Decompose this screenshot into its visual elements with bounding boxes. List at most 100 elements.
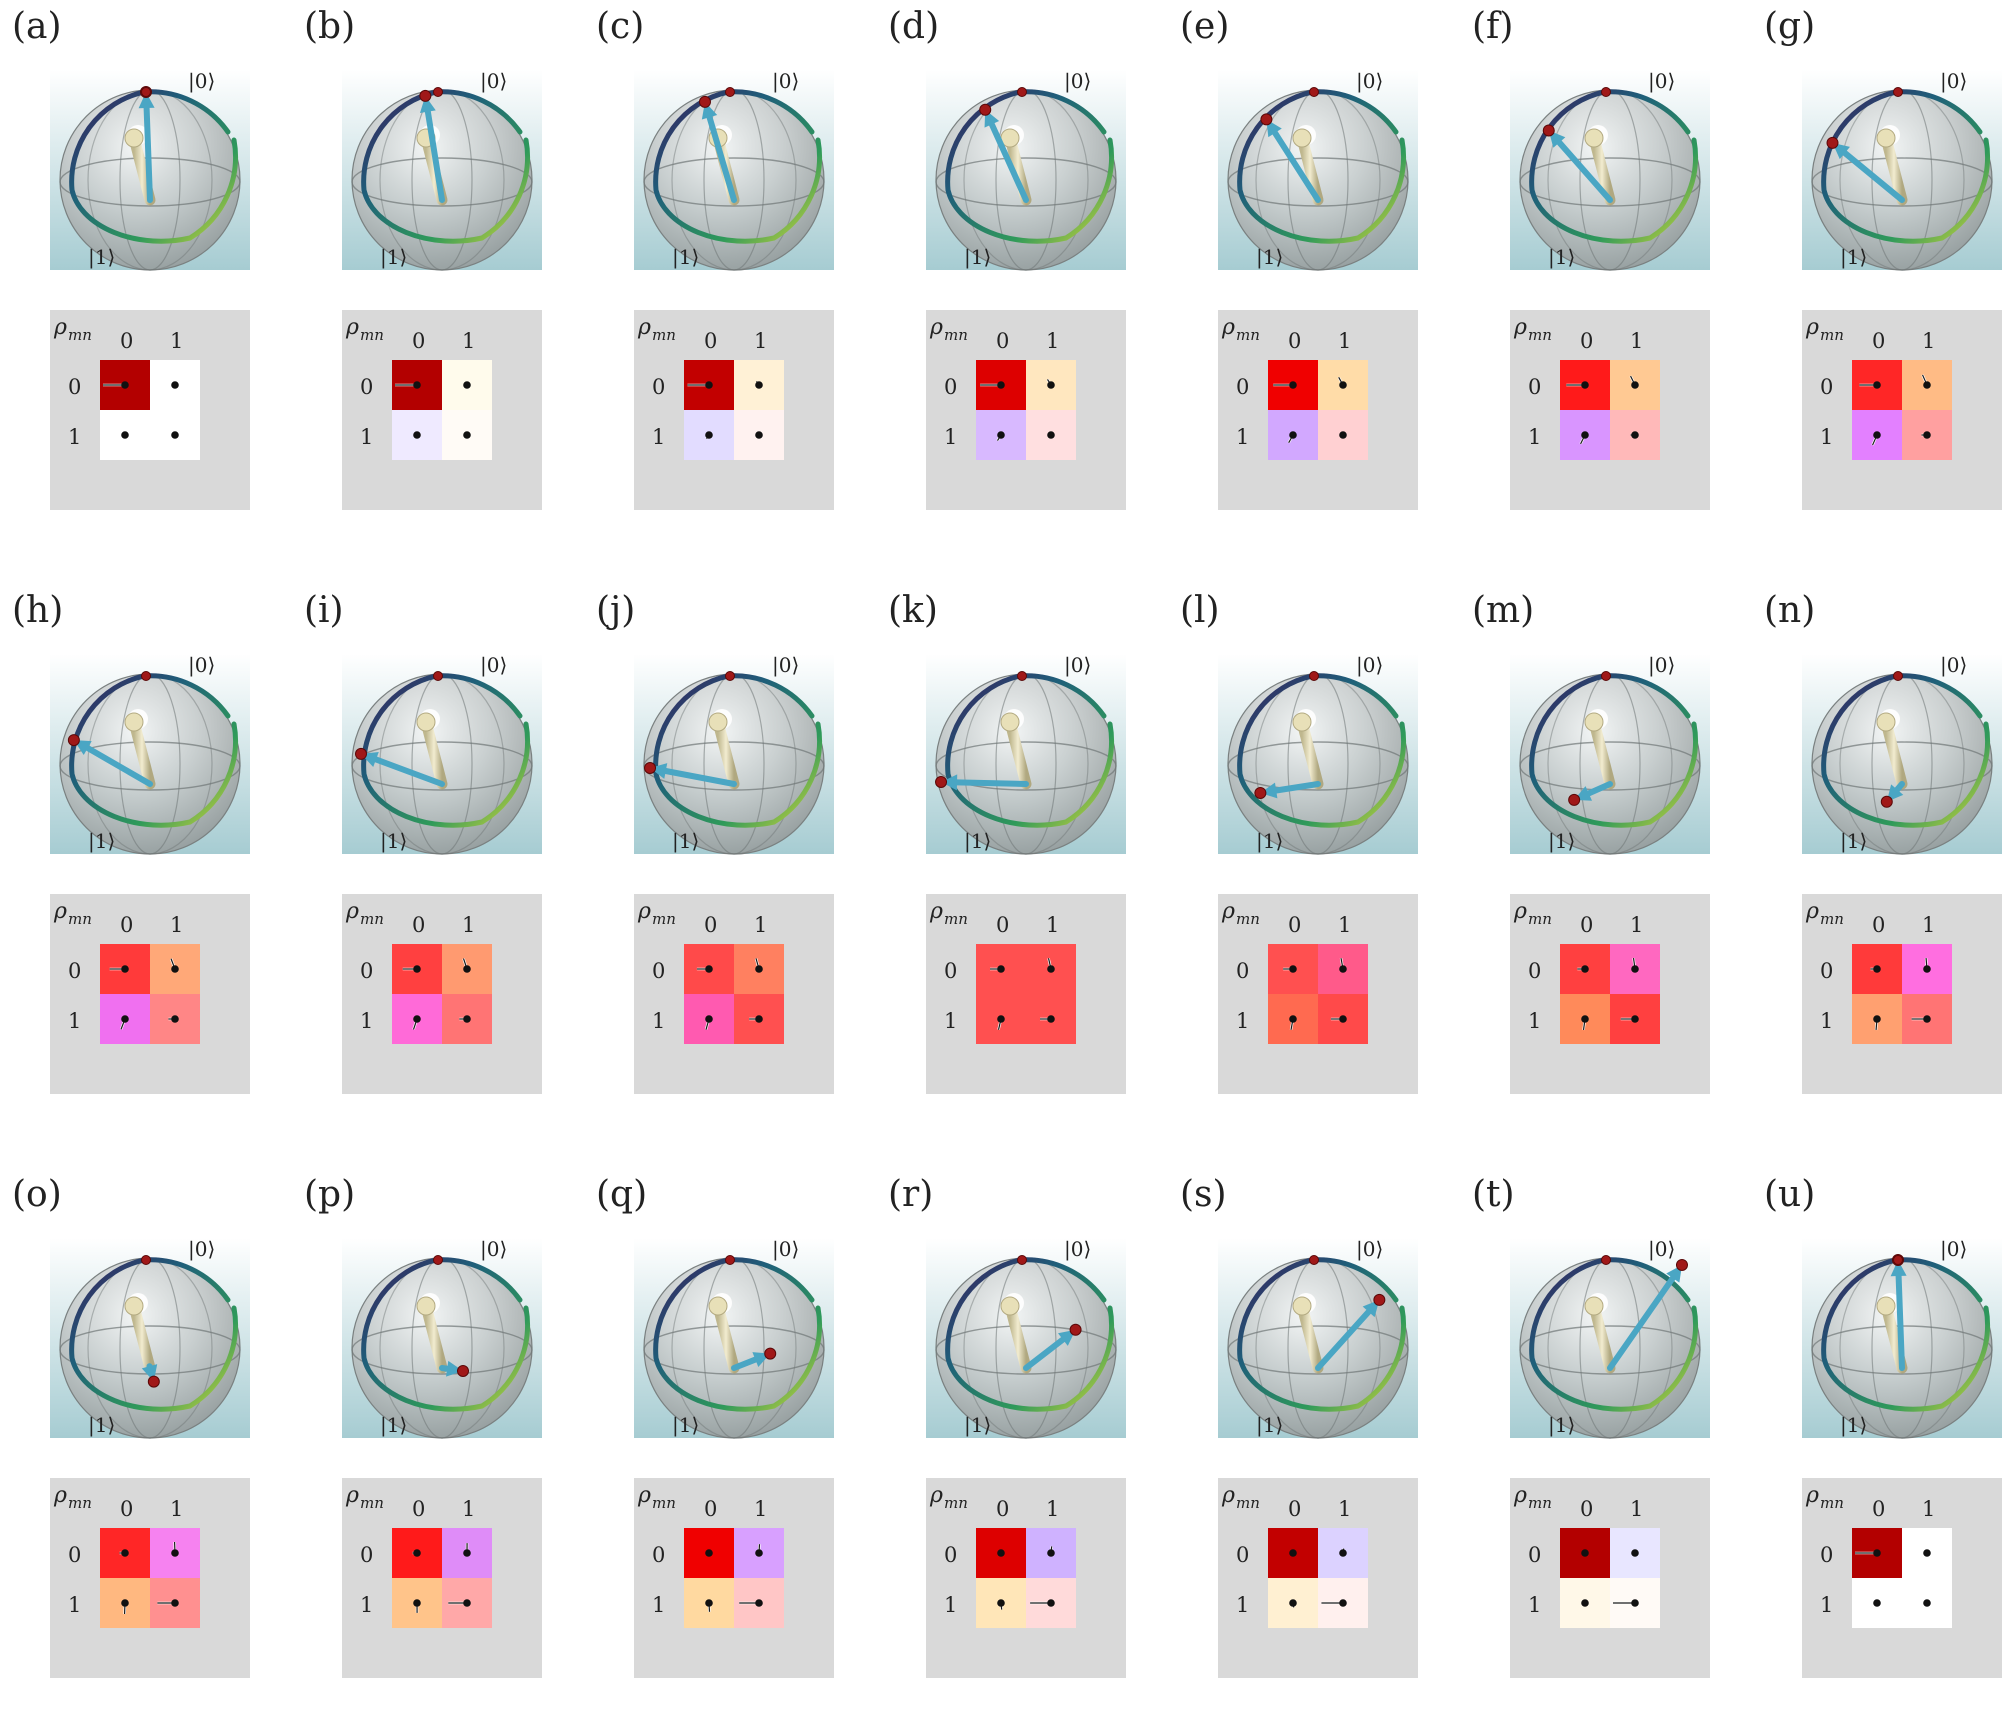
col-index-0: 0 bbox=[1872, 913, 1885, 937]
rho-subscript: mn bbox=[1528, 326, 1552, 344]
col-index-0: 0 bbox=[120, 329, 133, 353]
row-index-0: 0 bbox=[68, 959, 81, 983]
bloch-sphere: |0⟩ |1⟩ bbox=[342, 69, 542, 271]
phasor-dot bbox=[997, 1599, 1005, 1607]
ket-0-label: |0⟩ bbox=[1940, 1237, 1967, 1262]
row-index-1: 1 bbox=[1820, 425, 1833, 449]
phasor-dot bbox=[1581, 431, 1589, 439]
rho-subscript: mn bbox=[652, 1494, 676, 1512]
axis-rod-knob bbox=[708, 712, 728, 732]
phasor-dot bbox=[1289, 381, 1297, 389]
row-index-1: 1 bbox=[1236, 425, 1249, 449]
panel-label: (j) bbox=[596, 590, 635, 631]
phasor-dot bbox=[413, 431, 421, 439]
phasor-dot bbox=[1047, 1549, 1055, 1557]
state-vector-head bbox=[446, 1360, 463, 1377]
panel-label: (a) bbox=[12, 6, 62, 47]
density-matrix: ρ mn 0 1 0 1 bbox=[342, 894, 542, 1094]
col-index-1: 1 bbox=[1630, 1497, 1643, 1521]
bloch-sphere: |0⟩ |1⟩ bbox=[926, 653, 1126, 855]
rho-symbol: ρ bbox=[1513, 315, 1527, 340]
state-trajectory-arc bbox=[69, 673, 238, 828]
panel-label: (q) bbox=[596, 1174, 647, 1215]
bloch-sphere: |0⟩ |1⟩ bbox=[634, 69, 834, 271]
phasor-dot bbox=[1923, 1015, 1931, 1023]
axis-rod-knob bbox=[124, 128, 144, 148]
ket-0-label: |0⟩ bbox=[1064, 69, 1091, 94]
ket-1-label: |1⟩ bbox=[1256, 1413, 1283, 1438]
state-vector bbox=[662, 768, 737, 787]
state-trajectory-arc bbox=[1821, 673, 1990, 828]
row-index-1: 1 bbox=[944, 425, 957, 449]
state-vector bbox=[439, 1365, 451, 1372]
row-index-0: 0 bbox=[652, 959, 665, 983]
ket-1-label: |1⟩ bbox=[1840, 1413, 1867, 1438]
state-marker bbox=[1260, 113, 1273, 126]
north-pole-marker bbox=[1017, 1255, 1027, 1265]
bloch-sphere: |0⟩ |1⟩ bbox=[1218, 69, 1418, 271]
north-pole-marker bbox=[433, 671, 443, 681]
row-index-0: 0 bbox=[652, 1543, 665, 1567]
state-trajectory-arc bbox=[653, 89, 822, 244]
phasor-dot bbox=[705, 1015, 713, 1023]
state-trajectory-arc bbox=[1529, 673, 1698, 828]
axis-rod bbox=[1296, 132, 1324, 206]
north-pole-marker bbox=[1893, 87, 1903, 97]
panel-m: (m) |0⟩ |1⟩ ρ mn 0 1 0 1 bbox=[1472, 590, 1710, 1094]
rho-subscript: mn bbox=[1820, 326, 1844, 344]
phasor-dot bbox=[1631, 1599, 1639, 1607]
density-matrix: ρ mn 0 1 0 1 bbox=[342, 310, 542, 510]
state-trajectory-arc bbox=[1821, 1257, 1990, 1412]
rho-subscript: mn bbox=[1528, 1494, 1552, 1512]
row-index-0: 0 bbox=[68, 1543, 81, 1567]
rho-symbol: ρ bbox=[345, 315, 359, 340]
phasor-dot bbox=[1047, 965, 1055, 973]
density-matrix: ρ mn 0 1 0 1 bbox=[1510, 894, 1710, 1094]
north-pole-marker bbox=[1309, 671, 1319, 681]
density-matrix: ρ mn 0 1 0 1 bbox=[634, 1478, 834, 1678]
phasor-dot bbox=[755, 431, 763, 439]
phasor-dot bbox=[1339, 1599, 1347, 1607]
axis-rod-knob bbox=[1584, 712, 1604, 732]
ket-0-label: |0⟩ bbox=[1648, 1237, 1675, 1262]
col-index-1: 1 bbox=[1046, 329, 1059, 353]
rho-symbol: ρ bbox=[929, 899, 943, 924]
panel-label: (o) bbox=[12, 1174, 62, 1215]
col-index-0: 0 bbox=[412, 1497, 425, 1521]
rho-symbol: ρ bbox=[1221, 1483, 1235, 1508]
row-index-1: 1 bbox=[1528, 425, 1541, 449]
panel-label: (d) bbox=[888, 6, 939, 47]
density-matrix: ρ mn 0 1 0 1 bbox=[926, 894, 1126, 1094]
phasor-dot bbox=[1047, 1015, 1055, 1023]
panel-f: (f) |0⟩ |1⟩ ρ mn 0 1 0 1 bbox=[1472, 6, 1710, 510]
ket-1-label: |1⟩ bbox=[1548, 1413, 1575, 1438]
row-index-1: 1 bbox=[652, 1009, 665, 1033]
ket-1-label: |1⟩ bbox=[1548, 829, 1575, 854]
north-pole-marker bbox=[725, 87, 735, 97]
row-index-0: 0 bbox=[360, 1543, 373, 1567]
state-vector bbox=[1023, 1336, 1066, 1371]
rho-subscript: mn bbox=[68, 910, 92, 928]
phasor-dot bbox=[705, 965, 713, 973]
row-index-0: 0 bbox=[1820, 1543, 1833, 1567]
panel-s: (s) |0⟩ |1⟩ ρ mn 0 1 0 1 bbox=[1180, 1174, 1418, 1678]
state-vector-head bbox=[941, 774, 958, 791]
north-pole-marker bbox=[1601, 87, 1611, 97]
row-index-0: 0 bbox=[1528, 375, 1541, 399]
panel-label: (b) bbox=[304, 6, 355, 47]
col-index-0: 0 bbox=[996, 329, 1009, 353]
panel-label: (i) bbox=[304, 590, 344, 631]
axis-rod bbox=[1588, 1300, 1616, 1374]
axis-rod-knob bbox=[1292, 712, 1312, 732]
phasor-dot bbox=[463, 1015, 471, 1023]
state-marker bbox=[67, 734, 80, 747]
rho-subscript: mn bbox=[360, 326, 384, 344]
phasor-dot bbox=[171, 1599, 179, 1607]
density-matrix: ρ mn 0 1 0 1 bbox=[926, 310, 1126, 510]
north-pole-marker bbox=[1601, 1255, 1611, 1265]
phasor-dot bbox=[1289, 431, 1297, 439]
panel-label: (e) bbox=[1180, 6, 1229, 47]
bloch-sphere: |0⟩ |1⟩ bbox=[342, 653, 542, 855]
col-index-1: 1 bbox=[754, 913, 767, 937]
rho-symbol: ρ bbox=[1513, 1483, 1527, 1508]
